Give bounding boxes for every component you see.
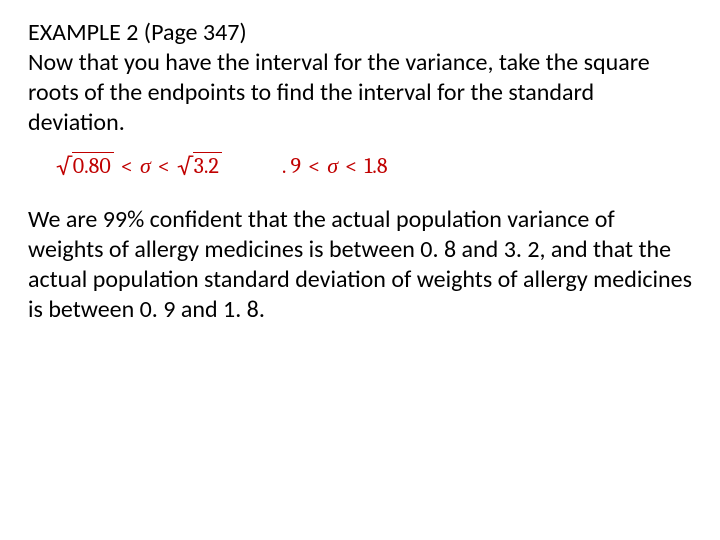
lt-4: < (345, 153, 357, 179)
slide-page: EXAMPLE 2 (Page 347) Now that you have t… (0, 0, 720, 343)
lt-1: < (121, 153, 133, 179)
lt-3: < (308, 153, 320, 179)
lower-value: . 9 (282, 153, 301, 179)
sigma-1: σ (140, 153, 151, 179)
heading-block: EXAMPLE 2 (Page 347) Now that you have t… (28, 18, 692, 138)
lt-2: < (158, 153, 170, 179)
radical-icon: √ (177, 154, 193, 181)
radicand-upper: 3.2 (193, 152, 222, 179)
inequality-decimal: . 9 < σ < 1.8 (282, 153, 388, 179)
sqrt-upper: √ 3.2 (177, 152, 222, 179)
radicand-lower: 0.80 (72, 152, 114, 179)
radical-icon: √ (56, 154, 72, 181)
sigma-2: σ (327, 153, 338, 179)
inequality-sqrt: √ 0.80 < σ < √ 3.2 (56, 152, 222, 179)
math-row: √ 0.80 < σ < √ 3.2 . 9 < σ < 1.8 (28, 152, 692, 179)
upper-value: 1.8 (364, 153, 387, 179)
heading-line-1: EXAMPLE 2 (Page 347) (28, 18, 247, 47)
sqrt-lower: √ 0.80 (56, 152, 114, 179)
conclusion-text: We are 99% confident that the actual pop… (28, 205, 692, 325)
heading-line-2: Now that you have the interval for the v… (28, 48, 650, 137)
